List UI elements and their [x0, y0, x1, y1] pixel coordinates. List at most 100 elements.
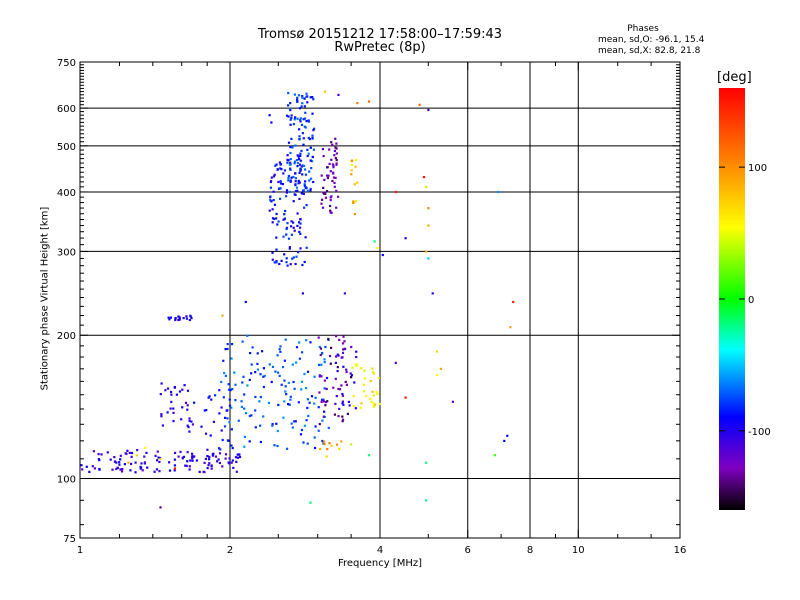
data-point — [276, 429, 279, 433]
data-point — [224, 453, 228, 456]
data-point — [174, 451, 177, 454]
data-point — [279, 163, 282, 166]
data-point — [134, 471, 137, 474]
data-point — [276, 223, 279, 226]
data-point — [81, 468, 84, 471]
data-point — [291, 363, 294, 366]
data-point — [298, 171, 301, 174]
data-point — [288, 247, 291, 250]
data-point — [354, 165, 357, 168]
data-point — [173, 469, 176, 472]
data-point — [509, 326, 512, 329]
data-point — [115, 467, 118, 471]
data-point — [294, 144, 297, 147]
data-point — [129, 469, 132, 472]
data-point — [305, 246, 308, 249]
data-point — [345, 370, 348, 374]
data-point — [497, 190, 500, 194]
data-point — [335, 142, 338, 145]
data-point — [134, 461, 137, 464]
data-point — [299, 168, 302, 171]
data-point — [335, 162, 338, 165]
data-point — [290, 137, 293, 140]
data-point — [228, 457, 231, 460]
data-point — [292, 123, 295, 126]
data-point — [155, 468, 159, 471]
data-point — [298, 197, 301, 200]
data-point — [271, 424, 274, 427]
data-point — [292, 175, 295, 179]
data-point — [322, 398, 325, 401]
data-point — [297, 155, 300, 158]
data-point — [206, 455, 209, 458]
data-point — [268, 114, 271, 117]
data-point — [273, 261, 276, 264]
data-point — [341, 351, 345, 354]
data-point — [300, 123, 304, 126]
data-point — [335, 395, 338, 398]
data-point — [170, 393, 173, 396]
data-point — [281, 183, 284, 186]
data-point — [299, 169, 302, 172]
data-point — [232, 466, 235, 469]
data-point — [338, 447, 341, 450]
data-point — [227, 439, 230, 442]
data-point — [314, 396, 317, 399]
data-point — [292, 380, 295, 384]
data-point — [291, 146, 294, 149]
data-point — [333, 181, 336, 184]
data-point — [309, 187, 312, 191]
data-point — [367, 100, 371, 103]
data-point — [340, 384, 343, 387]
data-point — [362, 383, 365, 386]
data-point — [169, 316, 172, 319]
data-point — [306, 398, 309, 401]
data-point — [181, 406, 184, 409]
data-point — [230, 357, 233, 360]
data-point — [298, 107, 302, 110]
data-point — [296, 98, 299, 101]
data-point — [204, 457, 207, 460]
data-point — [350, 345, 353, 349]
data-point — [285, 257, 288, 260]
data-point — [286, 222, 289, 225]
data-point — [285, 189, 289, 192]
data-point — [224, 374, 227, 377]
data-point — [308, 401, 311, 404]
data-point — [267, 401, 271, 404]
data-point — [341, 402, 344, 405]
y-tick-label: 400 — [57, 188, 76, 199]
data-point — [274, 164, 277, 167]
data-point — [294, 172, 297, 175]
data-point — [303, 184, 306, 187]
data-point — [185, 317, 189, 320]
data-point — [351, 366, 354, 369]
data-point — [297, 182, 300, 185]
data-point — [298, 230, 301, 233]
y-tick-label: 75 — [63, 534, 76, 545]
x-tick-label: 2 — [227, 545, 233, 556]
data-point — [287, 141, 291, 144]
data-point — [292, 226, 295, 229]
data-point — [355, 355, 358, 359]
data-point — [356, 181, 359, 184]
data-point — [288, 163, 291, 166]
data-point — [324, 192, 327, 195]
grid-lines — [80, 62, 680, 538]
data-point — [302, 189, 305, 192]
data-point — [302, 137, 305, 140]
data-point — [271, 217, 275, 220]
data-point — [374, 403, 377, 406]
data-point — [210, 467, 213, 470]
data-point — [167, 316, 170, 319]
data-point — [311, 160, 314, 163]
data-point — [289, 118, 292, 121]
data-point — [290, 114, 293, 117]
data-point — [244, 300, 247, 304]
data-point — [346, 412, 349, 415]
data-point — [305, 120, 308, 123]
x-tick-label: 8 — [527, 545, 533, 556]
data-point — [231, 459, 234, 462]
data-point — [312, 148, 315, 151]
data-point — [262, 367, 265, 370]
